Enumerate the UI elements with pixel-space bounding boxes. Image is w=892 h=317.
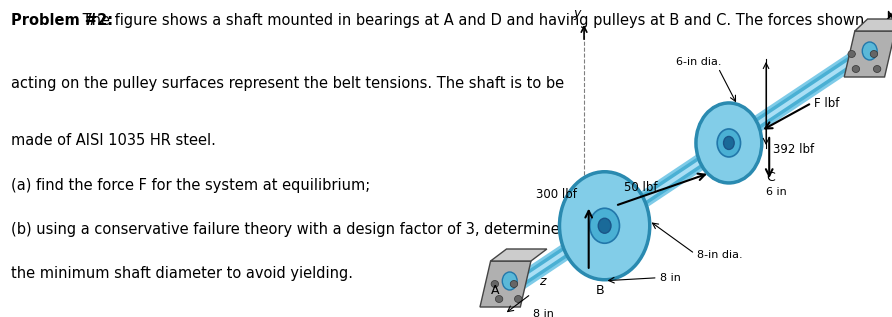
Circle shape <box>495 295 503 302</box>
Text: the minimum shaft diameter to avoid yielding.: the minimum shaft diameter to avoid yiel… <box>11 266 352 281</box>
Circle shape <box>848 50 855 57</box>
Text: made of AISI 1035 HR steel.: made of AISI 1035 HR steel. <box>11 133 216 148</box>
Ellipse shape <box>717 129 740 157</box>
Ellipse shape <box>590 208 619 243</box>
Text: (a) find the force F for the system at equilibrium;: (a) find the force F for the system at e… <box>11 178 370 192</box>
Circle shape <box>852 66 860 73</box>
Text: C: C <box>766 171 775 184</box>
Circle shape <box>510 281 517 288</box>
Text: 8 in: 8 in <box>533 309 554 317</box>
Text: x: x <box>887 9 892 22</box>
Circle shape <box>873 66 881 73</box>
Polygon shape <box>855 19 892 31</box>
Polygon shape <box>844 31 892 77</box>
Polygon shape <box>491 249 547 261</box>
Text: The figure shows a shaft mounted in bearings at A and D and having pulleys at B : The figure shows a shaft mounted in bear… <box>78 13 863 28</box>
Text: F lbf: F lbf <box>814 97 839 110</box>
Ellipse shape <box>696 103 762 183</box>
Ellipse shape <box>502 272 517 290</box>
Ellipse shape <box>723 136 734 149</box>
Polygon shape <box>480 261 531 307</box>
Text: 300 lbf: 300 lbf <box>535 188 576 201</box>
Ellipse shape <box>599 218 611 233</box>
Text: 6 in: 6 in <box>766 187 787 197</box>
Text: A: A <box>491 284 500 297</box>
Circle shape <box>515 295 522 302</box>
Text: Problem #2:: Problem #2: <box>11 13 112 28</box>
Ellipse shape <box>559 172 649 280</box>
Text: acting on the pulley surfaces represent the belt tensions. The shaft is to be: acting on the pulley surfaces represent … <box>11 76 564 91</box>
Text: B: B <box>596 284 605 297</box>
Text: 6-in dia.: 6-in dia. <box>676 57 722 67</box>
Text: 392 lbf: 392 lbf <box>773 143 814 156</box>
Text: z: z <box>540 275 546 288</box>
Text: 50 lbf: 50 lbf <box>624 181 657 194</box>
Text: y: y <box>574 7 581 20</box>
Circle shape <box>491 281 499 288</box>
Ellipse shape <box>863 42 877 60</box>
Text: 8 in: 8 in <box>660 273 681 283</box>
Text: 8-in dia.: 8-in dia. <box>697 250 743 260</box>
Text: (b) using a conservative failure theory with a design factor of 3, determine: (b) using a conservative failure theory … <box>11 222 559 237</box>
Circle shape <box>871 50 878 57</box>
